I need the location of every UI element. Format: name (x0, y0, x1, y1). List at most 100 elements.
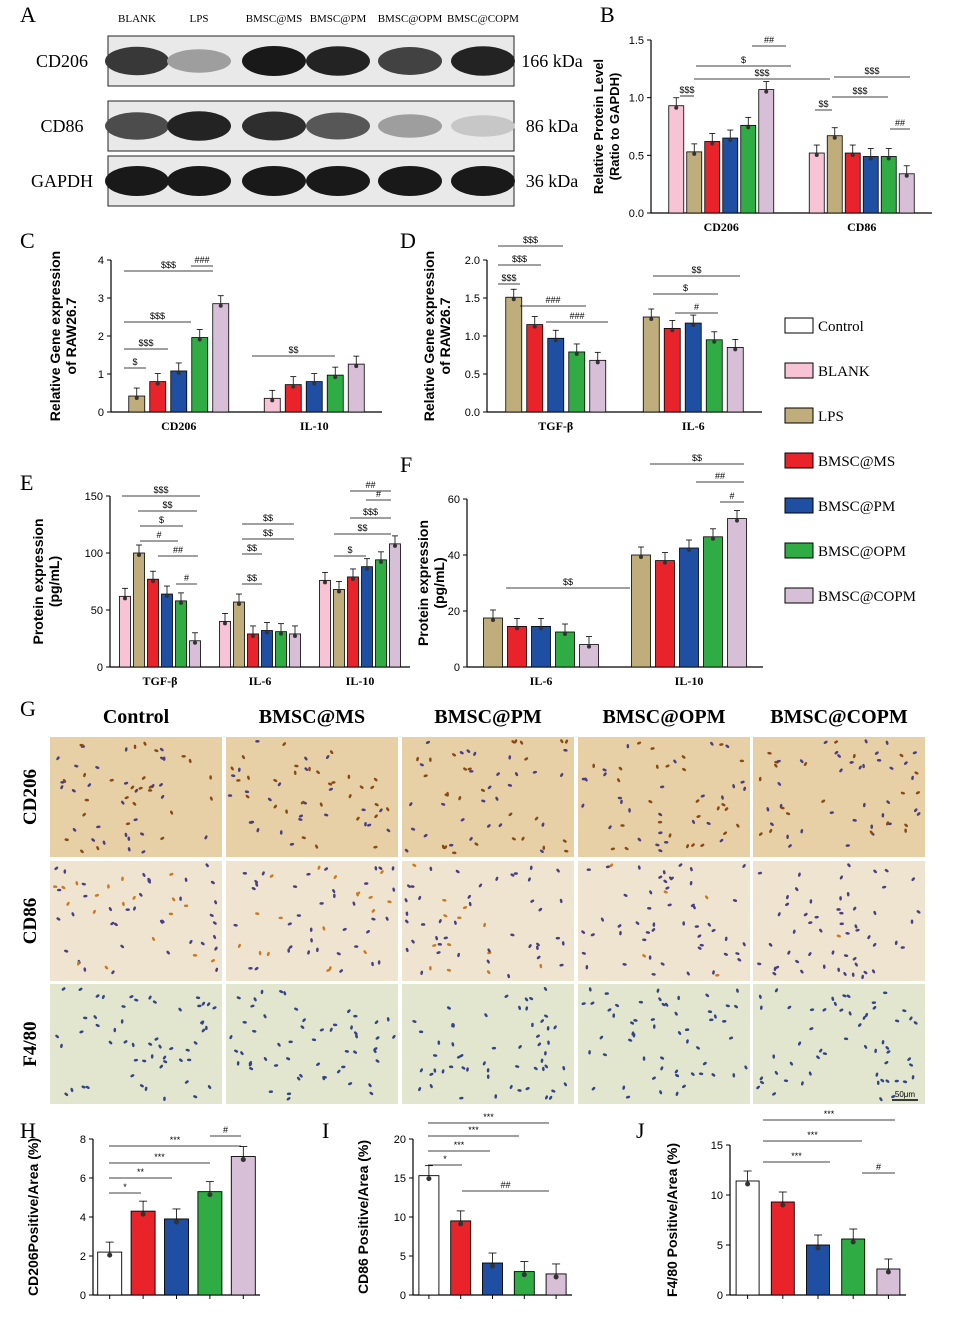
bar (233, 601, 245, 668)
blot-band (167, 166, 231, 196)
cell-nucleus (438, 919, 442, 924)
cell-nucleus (244, 790, 250, 794)
cell-nucleus (249, 820, 255, 824)
y-tick-label: 2 (98, 331, 104, 343)
cell-nucleus (829, 811, 834, 814)
y-axis-label: F4/80 Positive/Area (%) (664, 1143, 680, 1297)
cell-nucleus (855, 928, 860, 932)
data-point (691, 323, 696, 328)
cell-nucleus (632, 1033, 636, 1038)
cell-nucleus (553, 1025, 557, 1030)
data-point (426, 1176, 432, 1182)
cell-nucleus (658, 831, 663, 835)
cell-nucleus (82, 812, 86, 817)
data-point (532, 324, 537, 329)
cell-nucleus (410, 885, 415, 888)
cell-nucleus (809, 899, 813, 904)
cell-nucleus (786, 894, 789, 900)
cell-nucleus (719, 743, 724, 746)
cell-nucleus (531, 1022, 534, 1028)
cell-nucleus (452, 851, 457, 855)
cell-nucleus (690, 1072, 695, 1076)
significance-label: $$$ (153, 485, 168, 495)
bar (704, 141, 721, 214)
x-category-label: CD86 (847, 220, 876, 234)
y-tick-label: 6 (80, 1173, 86, 1185)
cell-nucleus (684, 1028, 690, 1032)
cell-nucleus (74, 764, 79, 768)
cell-nucleus (862, 763, 865, 769)
cell-nucleus (711, 1073, 716, 1077)
panel-letter-E: E (20, 470, 33, 495)
cell-nucleus (110, 921, 115, 926)
cell-nucleus (409, 802, 413, 807)
cell-nucleus (880, 1078, 885, 1083)
significance-label: $ (741, 55, 746, 65)
data-point (270, 398, 275, 403)
cell-nucleus (193, 1041, 198, 1045)
cell-nucleus (204, 835, 208, 840)
cell-nucleus (132, 802, 137, 806)
cell-nucleus (237, 767, 241, 772)
y-tick-label: 0 (454, 662, 460, 674)
cell-nucleus (151, 936, 155, 941)
y-tick-label: 15 (394, 1173, 406, 1185)
cell-nucleus (143, 741, 147, 746)
cell-nucleus (876, 759, 882, 762)
cell-nucleus (210, 880, 215, 885)
cell-nucleus (144, 1086, 148, 1091)
cell-nucleus (541, 822, 545, 827)
data-point (521, 1272, 527, 1278)
cell-nucleus (371, 909, 376, 913)
cell-nucleus (201, 1020, 205, 1025)
cell-nucleus (780, 806, 785, 810)
cell-nucleus (429, 866, 433, 871)
cell-nucleus (495, 876, 499, 881)
cell-nucleus (682, 921, 686, 926)
cell-nucleus (514, 772, 519, 777)
data-point (491, 618, 495, 622)
cell-nucleus (798, 872, 801, 877)
cell-nucleus (350, 1025, 353, 1030)
cell-nucleus (628, 808, 631, 813)
cell-nucleus (288, 1040, 293, 1044)
significance-label: ## (365, 480, 375, 490)
cell-nucleus (800, 829, 804, 834)
blot-band (378, 166, 442, 196)
cell-nucleus (673, 759, 677, 764)
data-point (515, 626, 519, 631)
cell-nucleus (846, 892, 850, 897)
cell-nucleus (533, 1066, 538, 1071)
cell-nucleus (867, 935, 871, 940)
cell-nucleus (210, 959, 215, 963)
cell-nucleus (834, 750, 839, 755)
cell-nucleus (889, 766, 894, 770)
histology-image (402, 737, 574, 857)
bar (191, 337, 209, 413)
cell-nucleus (916, 910, 921, 914)
cell-nucleus (375, 1036, 380, 1040)
cell-nucleus (839, 922, 844, 926)
cell-nucleus (442, 898, 447, 902)
cell-nucleus (64, 1092, 69, 1097)
cell-nucleus (339, 969, 343, 973)
cell-nucleus (255, 740, 260, 743)
significance-label: $$$ (161, 260, 176, 270)
cell-nucleus (798, 1041, 802, 1046)
cell-nucleus (874, 751, 879, 755)
cell-nucleus (124, 796, 129, 800)
y-axis-label: CD206Positive/Area (%) (25, 1138, 41, 1296)
significance-label: ## (173, 545, 183, 555)
cell-nucleus (374, 1020, 379, 1025)
cell-nucleus (914, 771, 919, 775)
cell-nucleus (486, 970, 491, 975)
cell-nucleus (285, 809, 288, 814)
cell-nucleus (355, 1034, 358, 1039)
cell-nucleus (861, 974, 864, 980)
cell-nucleus (565, 739, 569, 744)
cell-nucleus (462, 906, 468, 909)
cell-nucleus (319, 902, 324, 905)
cell-nucleus (127, 836, 131, 841)
cell-nucleus (277, 782, 282, 787)
histology-image (578, 737, 750, 857)
